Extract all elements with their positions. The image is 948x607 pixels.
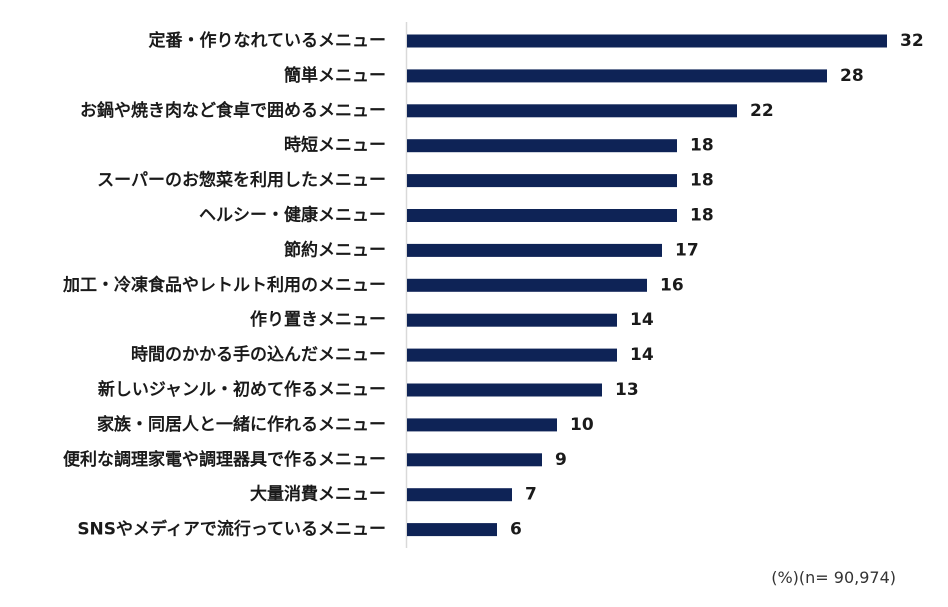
category-label: 定番・作りなれているメニュー xyxy=(149,30,387,51)
category-label: 時間のかかる手の込んだメニュー xyxy=(131,344,386,365)
value-label: 7 xyxy=(525,485,537,505)
value-label: 14 xyxy=(630,310,654,330)
bar xyxy=(407,69,827,83)
value-label: 28 xyxy=(840,66,864,86)
category-label: 節約メニュー xyxy=(283,239,386,260)
value-label: 18 xyxy=(690,171,714,191)
category-label: お鍋や焼き肉など食卓で囲めるメニュー xyxy=(80,100,386,121)
category-labels: 定番・作りなれているメニュー簡単メニューお鍋や焼き肉など食卓で囲めるメニュー時短… xyxy=(62,30,386,540)
category-label: SNSやメディアで流行っているメニュー xyxy=(77,519,386,540)
category-label: スーパーのお惣菜を利用したメニュー xyxy=(97,170,386,191)
value-label: 18 xyxy=(690,206,714,226)
bar xyxy=(407,418,557,432)
bar xyxy=(407,209,677,222)
value-label: 9 xyxy=(555,450,567,470)
category-label: 新しいジャンル・初めて作るメニュー xyxy=(98,379,386,400)
bar xyxy=(407,104,737,118)
value-label: 32 xyxy=(900,31,924,51)
bar xyxy=(407,278,647,292)
category-label: 時短メニュー xyxy=(284,135,386,156)
value-label: 14 xyxy=(630,345,654,365)
category-label: 加工・冷凍食品やレトルト利用のメニュー xyxy=(62,274,386,295)
bar xyxy=(407,139,677,153)
bar xyxy=(407,313,617,327)
value-label: 18 xyxy=(690,136,714,156)
value-label: 22 xyxy=(750,101,774,121)
bar xyxy=(407,174,677,188)
value-label: 10 xyxy=(570,415,594,435)
bar xyxy=(407,243,662,257)
value-label: 6 xyxy=(510,520,522,540)
category-label: 簡単メニュー xyxy=(283,65,386,86)
value-label: 16 xyxy=(660,275,684,295)
bar xyxy=(407,34,887,48)
bar xyxy=(407,383,602,397)
bar xyxy=(407,453,542,467)
bars xyxy=(407,34,887,537)
bar xyxy=(407,488,512,502)
category-label: 便利な調理家電や調理器具で作るメニュー xyxy=(63,449,386,470)
bar xyxy=(407,523,497,537)
value-label: 17 xyxy=(675,240,699,260)
bar xyxy=(407,348,617,362)
value-label: 13 xyxy=(615,380,639,400)
category-label: 大量消費メニュー xyxy=(250,484,386,505)
category-label: 家族・同居人と一緒に作れるメニュー xyxy=(97,414,386,435)
sample-size-note: (%)(n= 90,974) xyxy=(771,568,896,587)
category-label: 作り置きメニュー xyxy=(250,309,386,330)
category-label: ヘルシー・健康メニュー xyxy=(199,205,386,226)
